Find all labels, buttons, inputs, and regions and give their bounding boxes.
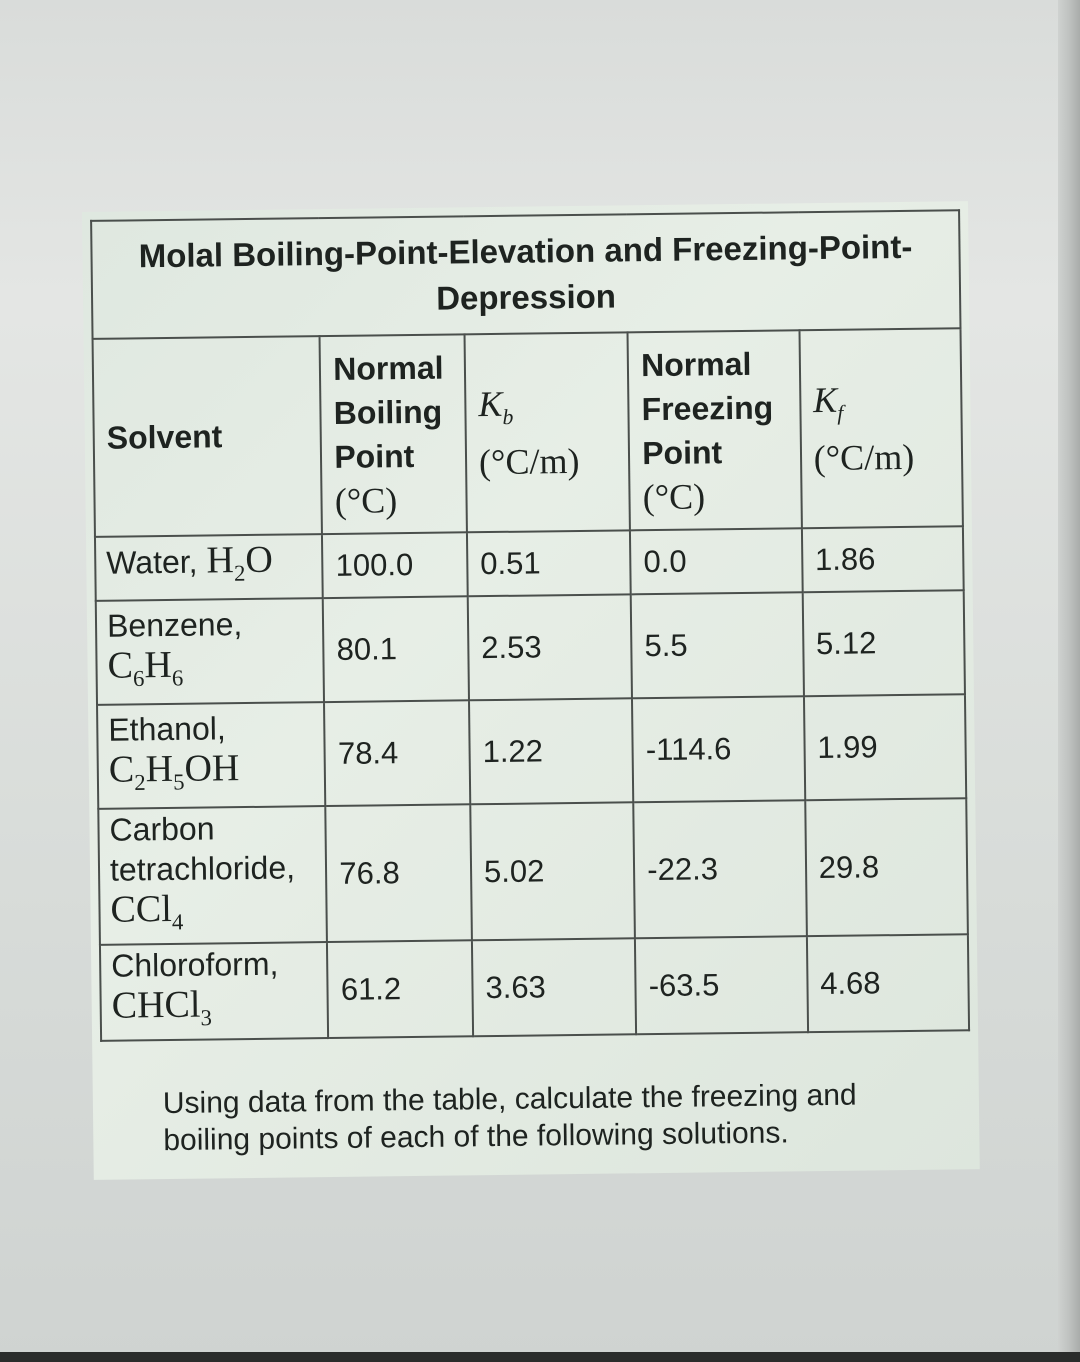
freezing-point-value: -22.3 [633, 800, 807, 939]
freezing-point-value: -114.6 [632, 696, 805, 803]
header-kf-symbol: Kf [812, 380, 844, 426]
header-kb: Kb (°C/m) [464, 332, 631, 533]
monitor-edge [1058, 0, 1080, 1362]
solvent-cell: Chloroform, CHCl3 [99, 942, 329, 1041]
kf-value: 4.68 [806, 934, 970, 1033]
header-kf: Kf (°C/m) [799, 328, 963, 529]
boiling-point-value: 61.2 [327, 940, 474, 1039]
kb-value: 0.51 [466, 530, 631, 597]
header-bp-unit: (°C) [334, 480, 398, 521]
boiling-point-value: 78.4 [324, 700, 471, 807]
table-title: Molal Boiling-Point-Elevation and Freezi… [91, 210, 961, 339]
kb-value: 2.53 [467, 594, 633, 701]
solvent-name: Water, [106, 543, 198, 581]
table-row: Benzene, C6H6 80.1 2.53 5.5 5.12 [95, 590, 965, 705]
solvent-name: Benzene, [106, 606, 243, 644]
kb-value: 3.63 [471, 938, 637, 1037]
kb-value: 5.02 [470, 802, 636, 941]
table-row: Water, H2O 100.0 0.51 0.0 1.86 [94, 526, 964, 601]
kb-value: 1.22 [468, 698, 634, 805]
freezing-point-value: -63.5 [635, 936, 808, 1035]
solvent-name-line1: Carbon [109, 810, 215, 848]
header-kb-unit: (°C/m) [478, 440, 580, 482]
solvent-cell: Ethanol, C2H5OH [97, 702, 326, 809]
monitor-bezel [0, 1352, 1080, 1362]
header-freezing-point: Normal Freezing Point (°C) [627, 330, 802, 531]
header-kf-unit: (°C/m) [813, 436, 915, 478]
header-row: Solvent Normal Boiling Point (°C) Kb (°C… [92, 328, 963, 537]
header-fp-line1: Normal [640, 345, 752, 384]
solvent-formula: C2H5OH [108, 747, 240, 796]
header-bp-line3: Point [334, 437, 415, 475]
solvent-formula: C6H6 [107, 644, 184, 692]
freezing-point-value: 5.5 [630, 592, 804, 699]
kf-value: 1.99 [803, 694, 967, 801]
solvent-name: Chloroform, [110, 945, 279, 984]
kf-value: 5.12 [802, 590, 965, 697]
header-bp-line2: Boiling [333, 393, 443, 431]
header-fp-line2: Freezing [641, 389, 774, 428]
boiling-point-value: 100.0 [322, 532, 468, 599]
table-row: Chloroform, CHCl3 61.2 3.63 -63.5 4.68 [99, 934, 970, 1041]
content-panel: Molal Boiling-Point-Elevation and Freezi… [82, 201, 980, 1180]
solvent-cell: Benzene, C6H6 [95, 598, 325, 705]
solvent-formula: H2O [206, 538, 274, 586]
header-solvent: Solvent [92, 336, 323, 537]
question-text: Using data from the table, calculate the… [162, 1078, 857, 1158]
boiling-point-value: 76.8 [325, 804, 472, 943]
header-kb-symbol: Kb [478, 384, 514, 430]
solvent-name-line2: tetrachloride, [109, 849, 296, 888]
solvent-cell: Water, H2O [94, 534, 324, 601]
solvent-cell: Carbon tetrachloride, CCl4 [98, 806, 328, 945]
header-fp-unit: (°C) [642, 476, 706, 518]
kf-value: 29.8 [804, 798, 968, 937]
colligative-data-table: Molal Boiling-Point-Elevation and Freezi… [90, 209, 970, 1042]
table-row: Carbon tetrachloride, CCl4 76.8 5.02 -22… [98, 798, 968, 945]
header-bp-line1: Normal [333, 349, 444, 387]
solvent-name: Ethanol, [108, 710, 226, 748]
solvent-formula: CHCl3 [111, 983, 213, 1031]
solvent-formula: CCl4 [110, 888, 184, 935]
freezing-point-value: 0.0 [630, 528, 803, 595]
kf-value: 1.86 [801, 526, 964, 593]
boiling-point-value: 80.1 [323, 596, 469, 703]
header-boiling-point: Normal Boiling Point (°C) [319, 334, 467, 535]
table-row: Ethanol, C2H5OH 78.4 1.22 -114.6 1.99 [97, 694, 967, 809]
header-fp-line3: Point [641, 434, 723, 472]
